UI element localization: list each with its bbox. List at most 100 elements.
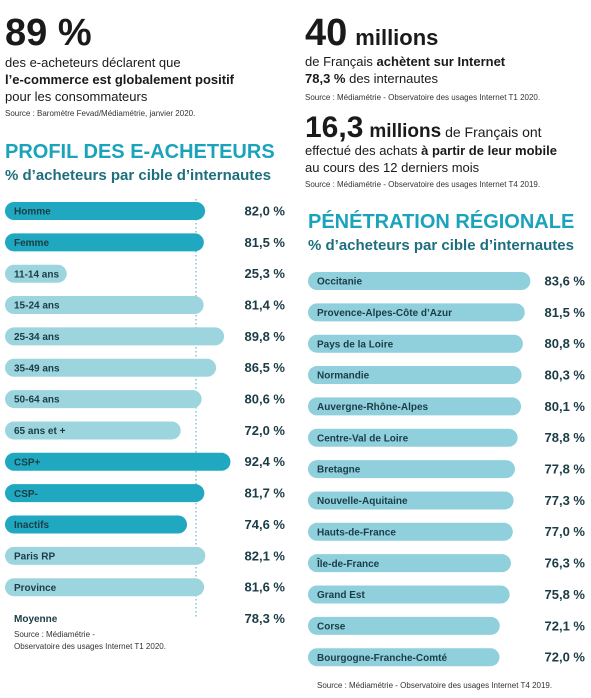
stat-figure: 89 % — [5, 12, 92, 54]
bar — [5, 452, 231, 471]
value-label: 80,8 % — [545, 336, 586, 351]
bar — [308, 648, 500, 667]
bar — [5, 515, 188, 534]
bar — [308, 397, 522, 416]
value-label: 81,6 % — [245, 580, 286, 595]
category-label: Bretagne — [317, 465, 361, 476]
category-label: Bourgogne-Franche-Comté — [317, 653, 447, 664]
chart-subtitle: % d’acheteurs par cible d’internautes — [308, 237, 574, 254]
category-label: 15-24 ans — [14, 301, 60, 312]
stat-unit: millions — [369, 121, 441, 142]
bar — [5, 296, 204, 315]
stat-unit: millions — [355, 25, 438, 50]
bar — [5, 233, 204, 252]
category-label: 50-64 ans — [14, 395, 60, 406]
stat-text: de Français achètent sur Internet — [305, 54, 506, 69]
chart-title: PROFIL DES E-ACHETEURS — [5, 141, 275, 163]
stat-text: 78,3 % — [305, 71, 346, 86]
category-label: Auvergne-Rhône-Alpes — [317, 402, 429, 413]
category-label: Pays de la Loire — [317, 339, 394, 350]
value-label: 72,0 % — [545, 650, 586, 665]
category-label: 11-14 ans — [14, 269, 59, 280]
stat-source: Source : Médiamétrie - Observatoire des … — [305, 180, 540, 189]
value-label: 77,3 % — [545, 493, 586, 508]
stat-headline: 16,3 millions de Français ont — [305, 111, 542, 144]
category-label: Paris RP — [14, 551, 55, 562]
category-label: 35-49 ans — [14, 363, 60, 374]
value-label: 72,0 % — [245, 423, 286, 438]
category-label: 65 ans et + — [14, 426, 66, 437]
category-label: Province — [14, 583, 57, 594]
bar — [5, 484, 205, 503]
value-label: 80,1 % — [545, 399, 586, 414]
chart-source: Observatoire des usages Internet T1 2020… — [14, 642, 166, 651]
stat-source: Source : Baromètre Fevad/Médiamétrie, ja… — [5, 109, 195, 118]
bar — [5, 358, 217, 377]
stat-source: Source : Médiamétrie - Observatoire des … — [305, 93, 540, 102]
value-label: 81,5 % — [245, 235, 286, 250]
stat-text: achètent sur Internet — [377, 54, 506, 69]
category-label: CSP+ — [14, 457, 41, 468]
value-label: 89,8 % — [245, 329, 286, 344]
category-label: Île-de-France — [316, 557, 380, 570]
chart-subtitle: % d’acheteurs par cible d’internautes — [5, 167, 271, 184]
bar — [5, 546, 206, 565]
category-label: Homme — [14, 207, 51, 218]
stat-text: des e-acheteurs déclarent que — [5, 55, 181, 70]
category-label: Grand Est — [317, 590, 365, 601]
chart-title: PÉNÉTRATION RÉGIONALE — [308, 210, 574, 233]
bar — [308, 272, 531, 290]
value-label: 81,4 % — [245, 297, 286, 312]
value-label: 72,1 % — [545, 618, 586, 633]
bar — [308, 334, 523, 353]
category-label: Inactifs — [14, 520, 49, 531]
bar — [308, 303, 525, 322]
value-label: 82,1 % — [245, 548, 286, 563]
value-label: 75,8 % — [545, 587, 586, 602]
bar — [5, 202, 206, 220]
bar — [5, 327, 225, 346]
chart-source: Source : Médiamétrie - Observatoire des … — [317, 681, 552, 690]
bar — [308, 491, 514, 510]
bar — [308, 428, 518, 447]
category-label: Provence-Alpes-Côte d’Azur — [317, 308, 452, 319]
stat-text: des internautes — [345, 71, 438, 86]
value-label: 74,6 % — [245, 517, 286, 532]
value-label: 25,3 % — [245, 266, 286, 281]
bar — [308, 366, 522, 385]
bar — [5, 390, 202, 409]
stat-text: au cours des 12 derniers mois — [305, 160, 480, 175]
average-value: 78,3 % — [245, 611, 286, 626]
category-label: 25-34 ans — [14, 332, 60, 343]
stat-text: effectué des achats à partir de leur mob… — [305, 143, 557, 158]
stat-text: à partir de leur mobile — [421, 143, 557, 158]
stat-text: 78,3 % des internautes — [305, 71, 438, 86]
value-label: 86,5 % — [245, 360, 286, 375]
value-label: 80,6 % — [245, 392, 286, 407]
bar — [308, 460, 515, 479]
category-label: Corse — [317, 621, 346, 632]
category-label: Normandie — [317, 371, 370, 382]
bar — [5, 264, 67, 283]
value-label: 81,5 % — [545, 305, 586, 320]
stat-text: l’e-commerce est globalement positif — [5, 72, 235, 87]
value-label: 92,4 % — [245, 454, 286, 469]
bar — [308, 554, 511, 573]
category-label: Hauts-de-France — [317, 527, 396, 538]
value-label: 83,6 % — [545, 273, 586, 288]
value-label: 82,0 % — [245, 203, 286, 218]
stat-headline: 40 millions — [305, 12, 438, 54]
stat-figure: 16,3 — [305, 111, 363, 144]
value-label: 81,7 % — [245, 486, 286, 501]
stat-text: de Français ont — [441, 124, 541, 140]
category-label: Occitanie — [317, 277, 362, 288]
average-label: Moyenne — [14, 614, 58, 625]
category-label: Nouvelle-Aquitaine — [317, 496, 408, 507]
bar — [308, 522, 513, 541]
stat-text: de Français — [305, 54, 377, 69]
value-label: 77,8 % — [545, 462, 586, 477]
chart-source: Source : Médiamétrie - — [14, 630, 95, 639]
bar — [308, 616, 500, 635]
category-label: Centre-Val de Loire — [317, 433, 409, 444]
